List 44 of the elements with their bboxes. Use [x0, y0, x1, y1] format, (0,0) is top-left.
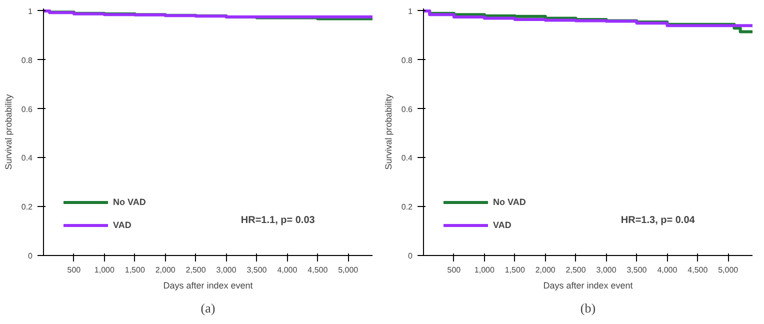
x-tick-label: 2,500	[566, 266, 586, 274]
y-axis-title: Survival probability	[383, 94, 394, 170]
x-tick-label: 5,000	[718, 266, 739, 274]
y-tick-label: 0.8	[21, 56, 34, 65]
y-tick-label: 0.6	[21, 104, 34, 114]
x-tick-label: 5,000	[338, 266, 359, 274]
x-tick-label: 4,500	[688, 266, 708, 274]
legend-label: No VAD	[493, 197, 526, 207]
x-tick-label: 2,000	[535, 266, 556, 274]
x-tick-label: 4,000	[277, 266, 298, 274]
legend-label: VAD	[113, 220, 132, 230]
x-axis-title: Days after index event	[163, 280, 254, 290]
y-tick-label: 0.2	[401, 202, 414, 212]
text: (b)	[580, 300, 596, 316]
y-tick-label: 0.4	[401, 154, 414, 163]
y-tick-label: 0	[408, 252, 414, 260]
x-tick-label: 1,000	[94, 266, 115, 274]
x-tick-label: 500	[447, 266, 462, 274]
x-tick-label: 500	[67, 266, 82, 274]
annotation: HR=1.3, p= 0.04	[620, 214, 696, 226]
y-axis-title: Survival probability	[3, 94, 14, 170]
x-tick-label: 2,500	[186, 266, 206, 274]
x-tick-label: 3,000	[216, 266, 237, 274]
y-tick-label: 0.6	[401, 104, 414, 114]
y-tick-label: 1	[28, 6, 34, 16]
x-tick-label: 4,500	[308, 266, 328, 274]
annotation: HR=1.1, p= 0.03	[240, 214, 316, 226]
y-tick-label: 0.2	[21, 202, 34, 212]
y-tick-label: 0.4	[21, 154, 34, 163]
x-tick-label: 4,000	[657, 266, 678, 274]
x-tick-label: 3,000	[596, 266, 617, 274]
x-tick-label: 2,000	[155, 266, 176, 274]
text: (a)	[200, 300, 216, 316]
legend-label: VAD	[493, 220, 512, 230]
x-tick-label: 1,000	[474, 266, 495, 274]
y-tick-label: 0.8	[401, 56, 414, 65]
x-tick-label: 1,500	[504, 266, 526, 274]
x-tick-label: 3,500	[246, 266, 268, 274]
x-axis-title: Days after index event	[543, 280, 634, 290]
legend-label: No VAD	[113, 197, 146, 207]
y-tick-label: 1	[408, 6, 414, 16]
x-tick-label: 3,500	[626, 266, 648, 274]
y-tick-label: 0	[28, 252, 34, 260]
x-tick-label: 1,500	[124, 266, 146, 274]
